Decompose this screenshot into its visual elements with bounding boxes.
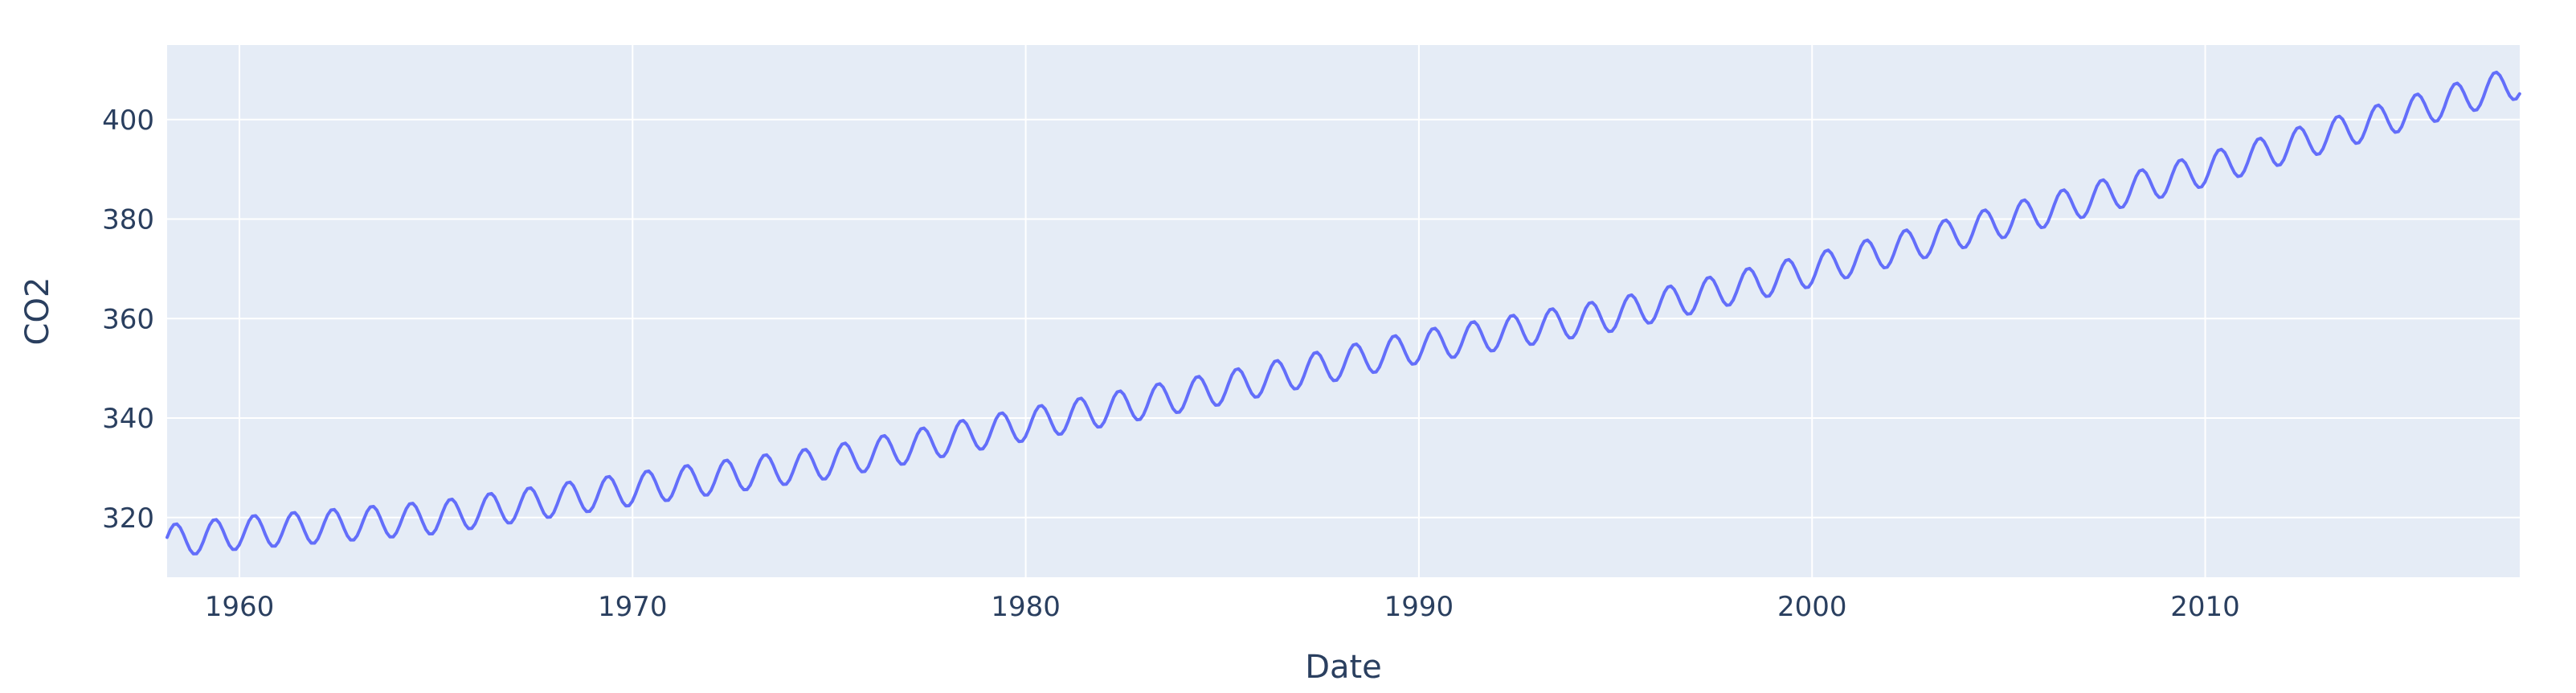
y-axis-title: CO2 — [19, 277, 56, 346]
y-tick-label: 320 — [102, 502, 154, 535]
co2-series-line — [166, 70, 2521, 556]
x-tick-label: 2010 — [2170, 591, 2240, 623]
plot-area — [167, 45, 2520, 577]
grid-lines — [167, 45, 2520, 577]
x-tick-label: 1980 — [991, 591, 1061, 623]
x-tick-label: 1990 — [1384, 591, 1454, 623]
y-tick-label: 360 — [102, 303, 154, 335]
y-tick-label: 400 — [102, 105, 154, 137]
x-tick-label: 1970 — [598, 591, 668, 623]
tick-labels: 320 340 360 380 400 1960 1970 1980 1990 2000 2010 — [102, 105, 2240, 623]
x-tick-label: 1960 — [205, 591, 275, 623]
x-tick-label: 2000 — [1777, 591, 1847, 623]
y-tick-label: 340 — [102, 403, 154, 435]
data-layer — [166, 70, 2521, 556]
y-tick-label: 380 — [102, 204, 154, 236]
x-axis-title: Date — [1305, 649, 1382, 686]
